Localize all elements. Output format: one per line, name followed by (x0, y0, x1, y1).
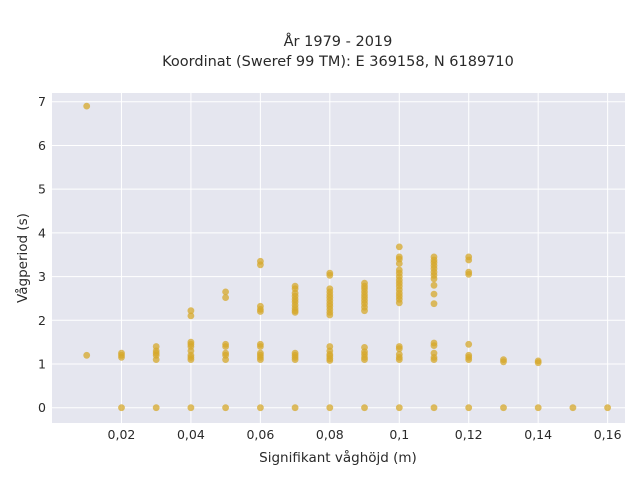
y-tick-label: 6 (38, 138, 46, 153)
data-point (465, 340, 473, 348)
x-tick-label: 0,12 (455, 427, 483, 442)
data-point (569, 404, 577, 412)
data-point (395, 356, 403, 363)
y-tick-label: 3 (38, 269, 46, 284)
data-point (430, 275, 438, 283)
data-point (395, 345, 403, 353)
data-point (326, 271, 334, 279)
x-tick-label: 0,08 (316, 427, 344, 442)
data-point (222, 356, 230, 363)
data-point (118, 349, 125, 357)
data-point (430, 342, 438, 349)
data-point (187, 312, 195, 320)
data-point (152, 343, 160, 350)
data-point (291, 309, 299, 316)
chart-title-line-1: År 1979 - 2019 (284, 33, 393, 50)
data-point (361, 307, 368, 315)
data-point (465, 271, 473, 278)
data-point (83, 351, 91, 359)
data-point (465, 256, 473, 264)
data-point (257, 404, 264, 412)
data-point (257, 343, 264, 350)
data-point (326, 404, 334, 412)
data-point (465, 404, 473, 412)
data-point (465, 356, 473, 363)
data-point (430, 404, 438, 412)
data-point (500, 404, 507, 412)
data-point (534, 359, 542, 367)
y-axis-title: Vågperiod (s) (14, 213, 31, 303)
x-tick-label: 0,04 (177, 427, 205, 442)
data-point (257, 356, 264, 363)
data-point (395, 243, 403, 251)
data-point (361, 356, 368, 363)
data-point (500, 358, 507, 366)
data-point (222, 294, 230, 301)
y-tick-label: 7 (38, 94, 46, 109)
data-points (83, 102, 611, 412)
x-tick-label: 0,02 (108, 427, 136, 442)
data-point (395, 299, 403, 307)
data-point (361, 404, 368, 412)
data-point (430, 300, 438, 308)
y-tick-label: 0 (38, 400, 46, 415)
data-point (604, 404, 611, 412)
data-point (534, 404, 542, 412)
data-point (430, 281, 438, 289)
plot-area (52, 93, 625, 423)
x-tick-label: 0,14 (524, 427, 552, 442)
data-point (291, 404, 299, 412)
data-point (430, 290, 438, 298)
data-point (152, 404, 160, 412)
x-tick-labels: 0,02 0,04 0,06 0,08 0,1 0,12 0,14 0,16 (108, 427, 622, 442)
data-point (430, 356, 438, 363)
y-tick-label: 4 (38, 225, 46, 240)
x-tick-label: 0,16 (594, 427, 622, 442)
x-tick-label: 0,1 (389, 427, 409, 442)
y-tick-label: 2 (38, 313, 46, 328)
data-point (83, 102, 91, 110)
data-point (222, 288, 230, 296)
data-point (257, 308, 264, 315)
data-point (395, 404, 403, 412)
y-tick-labels: 0 1 2 3 4 5 6 7 (38, 94, 46, 415)
data-point (291, 356, 299, 363)
data-point (187, 307, 195, 315)
x-tick-label: 0,06 (246, 427, 274, 442)
data-point (257, 261, 264, 269)
chart-title-line-2: Koordinat (Sweref 99 TM): E 369158, N 61… (162, 54, 514, 70)
data-point (118, 404, 125, 412)
y-tick-label: 1 (38, 356, 46, 371)
data-point (187, 404, 195, 412)
data-point (326, 357, 334, 364)
data-point (187, 356, 195, 363)
data-point (222, 404, 230, 412)
data-point (222, 343, 230, 350)
data-point (395, 260, 403, 267)
data-point (326, 311, 334, 319)
x-axis-title: Signifikant våghöjd (m) (259, 449, 417, 466)
y-tick-label: 5 (38, 182, 46, 197)
